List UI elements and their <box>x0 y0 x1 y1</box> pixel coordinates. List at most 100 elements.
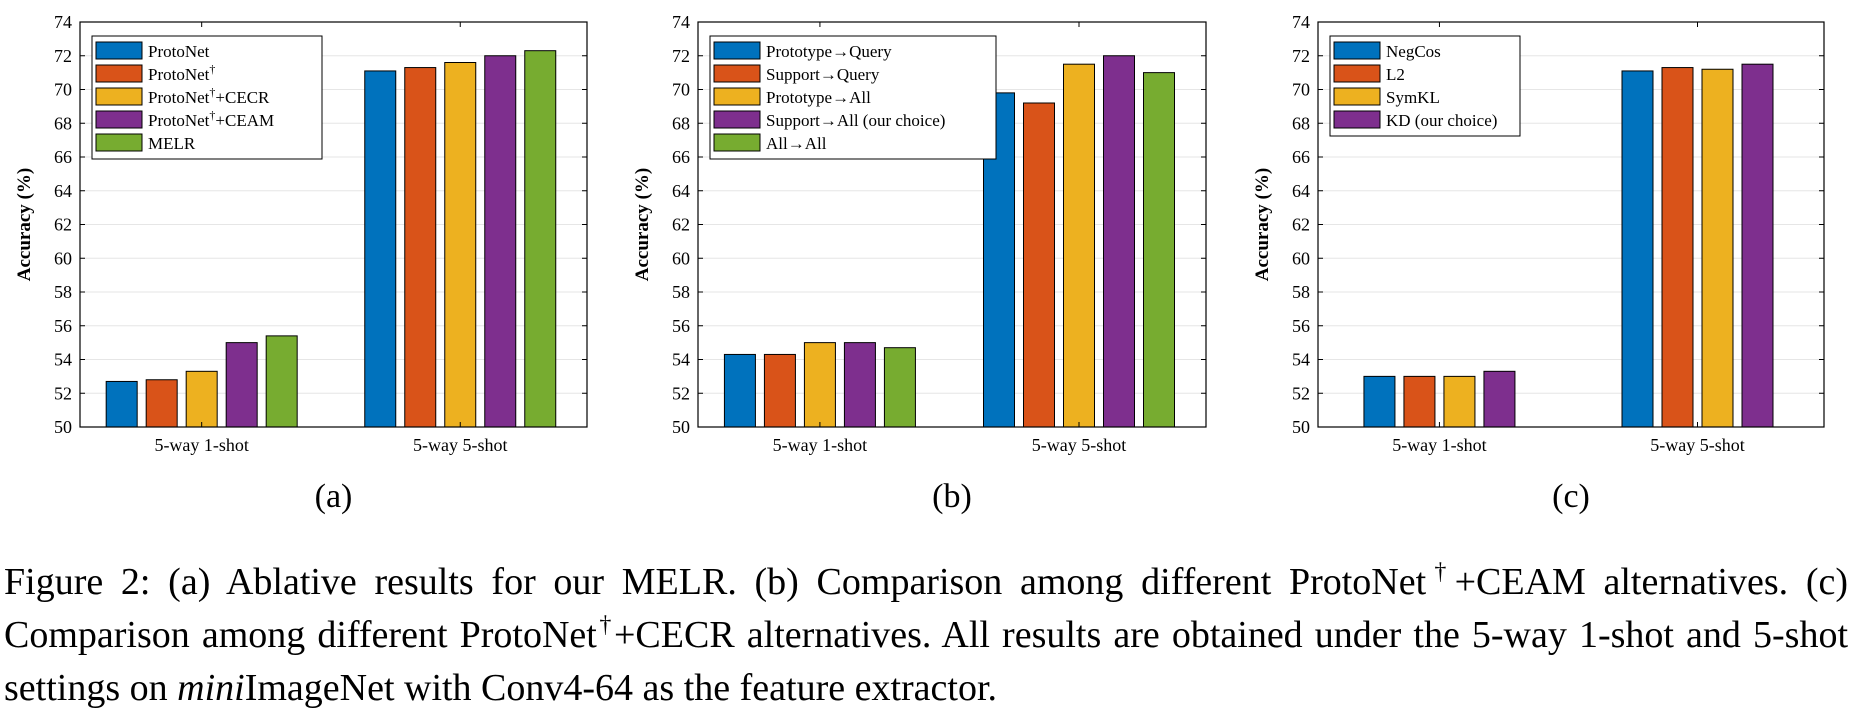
caption-text-2: +CEAM alternatives. (c) Comparison among… <box>4 561 1849 656</box>
chart-panel-2: 5-way 1-shot 5-way 5-shot 50 52 54 56 58 60 62 64… <box>632 12 1207 515</box>
y-tick-label: 60 <box>1292 248 1310 268</box>
bar-1-2-5 <box>524 50 557 428</box>
y-tick-label: 56 <box>54 316 72 336</box>
bar-3-2-3 <box>1701 68 1734 428</box>
bar-1-2-1 <box>364 70 397 428</box>
y-tick-label: 68 <box>54 113 72 133</box>
caption-text-4: ImageNet with Conv4-64 as the feature ex… <box>244 667 998 709</box>
y-tick-label: 70 <box>54 80 72 100</box>
y-tick-label: 66 <box>54 147 72 167</box>
bar-2-1-5 <box>883 347 916 428</box>
y-tick-label: 58 <box>672 282 690 302</box>
y-tick-label: 50 <box>672 417 690 437</box>
legend-label: Support→All (our choice) <box>766 111 945 130</box>
x-tick-label: 5-way 5-shot <box>1032 435 1126 455</box>
caption-dagger-1: † <box>1426 559 1455 585</box>
y-tick-label: 72 <box>1292 46 1310 66</box>
figure-charts: 5-way 1-shot 5-way 5-shot 50 52 54 56 58 60 62 64… <box>14 12 1825 515</box>
legend-label: ProtoNet†​+CEAM <box>148 108 274 130</box>
y-tick-label: 62 <box>1292 215 1310 235</box>
y-tick-label: 74 <box>672 12 690 32</box>
bar-2-2-5 <box>1143 72 1175 428</box>
bar-1-1-1 <box>105 380 138 428</box>
caption-dagger-2: † <box>596 612 614 638</box>
y-tick-label: 70 <box>1292 80 1310 100</box>
bar-1-2-4 <box>484 55 517 428</box>
y-tick-label: 72 <box>54 46 72 66</box>
y-tick-label: 66 <box>1292 147 1310 167</box>
x-tick-label: 5-way 1-shot <box>154 435 248 455</box>
bar-3-2-4 <box>1741 63 1774 428</box>
bar-2-2-4 <box>1103 55 1135 428</box>
legend-2: Prototype→Query Support→Query Prototype→Al… <box>709 35 997 160</box>
y-tick-label: 64 <box>54 181 72 201</box>
bar-1-2-2 <box>404 67 437 428</box>
y-tick-label: 54 <box>54 350 72 370</box>
caption-text-1: Figure 2: (a) Ablative results for our M… <box>4 561 1427 603</box>
legend-label: NegCos <box>1386 42 1441 61</box>
y-tick-label: 62 <box>672 215 690 235</box>
legend-1: ProtoNetProtoNet†​ProtoNet†​+CECRProtoNe… <box>91 35 323 160</box>
y-tick-label: 54 <box>1292 350 1310 370</box>
legend-swatch <box>713 64 761 83</box>
legend-label: L2 <box>1386 65 1405 84</box>
y-tick-label: 52 <box>672 383 690 403</box>
legend-label: Support→Query <box>766 65 880 84</box>
legend-label: SymKL <box>1386 88 1440 107</box>
legend-label: All→All <box>766 134 827 153</box>
y-tick-label: 52 <box>1292 383 1310 403</box>
legend-swatch <box>713 110 761 129</box>
bar-3-2-2 <box>1661 67 1694 428</box>
caption-text-3: +CECR alternatives. All results are obta… <box>4 614 1849 709</box>
legend-swatch <box>713 133 761 152</box>
y-tick-label: 64 <box>672 181 690 201</box>
legend-3: NegCos L2 SymKL KD (our choice) <box>1329 35 1521 137</box>
x-tick-label: 5-way 5-shot <box>1650 435 1744 455</box>
legend-label: MELR <box>148 134 196 153</box>
y-axis-label: Accuracy (%) <box>14 168 35 281</box>
legend-label: ProtoNet <box>148 42 210 61</box>
panel-label: (b) <box>932 478 972 515</box>
y-tick-label: 66 <box>672 147 690 167</box>
legend-swatch <box>713 41 761 60</box>
caption-italic-mini: mini <box>177 667 245 709</box>
y-axis-label: Accuracy (%) <box>1252 168 1273 281</box>
legend-swatch <box>713 87 761 106</box>
legend-swatch <box>1333 87 1381 106</box>
bar-1-1-2 <box>145 379 178 428</box>
y-tick-label: 72 <box>672 46 690 66</box>
legend-label: ProtoNet†​ <box>148 62 215 84</box>
bar-2-2-3 <box>1063 63 1095 428</box>
chart-panel-3: 5-way 1-shot 5-way 5-shot 50 52 54 56 58 60 62 64… <box>1252 12 1825 515</box>
x-tick-label: 5-way 1-shot <box>1392 435 1486 455</box>
figure-caption: Figure 2: (a) Ablative results for our M… <box>4 556 1848 715</box>
bar-3-1-3 <box>1443 375 1476 428</box>
panel-label: (a) <box>315 478 353 515</box>
bar-2-1-3 <box>803 342 836 428</box>
y-tick-label: 58 <box>1292 282 1310 302</box>
y-tick-label: 54 <box>672 350 690 370</box>
y-tick-label: 68 <box>672 113 690 133</box>
bar-3-2-1 <box>1621 70 1654 428</box>
y-tick-label: 56 <box>1292 316 1310 336</box>
x-tick-label: 5-way 1-shot <box>773 435 867 455</box>
y-tick-label: 70 <box>672 80 690 100</box>
bar-1-1-3 <box>185 370 218 428</box>
bar-2-1-1 <box>723 353 756 428</box>
chart-panel-1: 5-way 1-shot 5-way 5-shot 50 52 54 56 58 60 62 64… <box>14 12 588 515</box>
bar-2-1-2 <box>763 353 796 428</box>
y-tick-label: 74 <box>1292 12 1310 32</box>
y-axis-label: Accuracy (%) <box>632 168 653 281</box>
legend-swatch <box>95 41 143 60</box>
bar-2-1-4 <box>843 342 876 428</box>
bar-3-1-4 <box>1483 370 1516 428</box>
y-tick-label: 74 <box>54 12 72 32</box>
y-tick-label: 60 <box>54 248 72 268</box>
y-tick-label: 50 <box>54 417 72 437</box>
legend-swatch <box>95 110 143 129</box>
legend-label: KD (our choice) <box>1386 111 1497 130</box>
legend-swatch <box>1333 64 1381 83</box>
legend-swatch <box>1333 41 1381 60</box>
x-tick-label: 5-way 5-shot <box>413 435 507 455</box>
bar-1-2-3 <box>444 62 477 428</box>
